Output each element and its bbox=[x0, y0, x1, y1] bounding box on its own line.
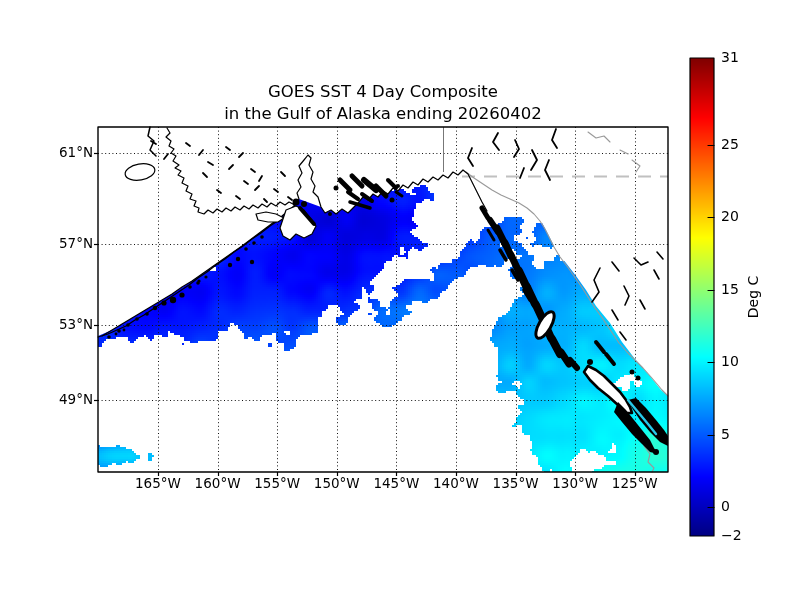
colorbar-tick-label: 5 bbox=[721, 426, 730, 442]
colorbar-tick-label: 20 bbox=[721, 208, 739, 224]
colorbar-tick-label: 31 bbox=[721, 49, 739, 65]
y-tick-label: 49°N bbox=[0, 391, 93, 407]
y-tick-label: 53°N bbox=[0, 316, 93, 332]
sst-composite-figure: GOES SST 4 Day Composite in the Gulf of … bbox=[0, 0, 800, 600]
x-tick-label: 125°W bbox=[595, 475, 675, 491]
colorbar-axis-label: Deg C bbox=[745, 276, 761, 319]
colorbar-tick-label: −2 bbox=[721, 527, 742, 543]
colorbar-tick-label: 25 bbox=[721, 136, 739, 152]
colorbar-tick-label: 15 bbox=[721, 281, 739, 297]
chart-title-line2: in the Gulf of Alaska ending 20260402 bbox=[224, 103, 542, 125]
y-tick-label: 57°N bbox=[0, 235, 93, 251]
colorbar-tick-label: 10 bbox=[721, 353, 739, 369]
y-tick-label: 61°N bbox=[0, 144, 93, 160]
chart-title-line1: GOES SST 4 Day Composite bbox=[224, 81, 542, 103]
colorbar-tick-label: 0 bbox=[721, 498, 730, 514]
chart-title: GOES SST 4 Day Composite in the Gulf of … bbox=[224, 81, 542, 125]
